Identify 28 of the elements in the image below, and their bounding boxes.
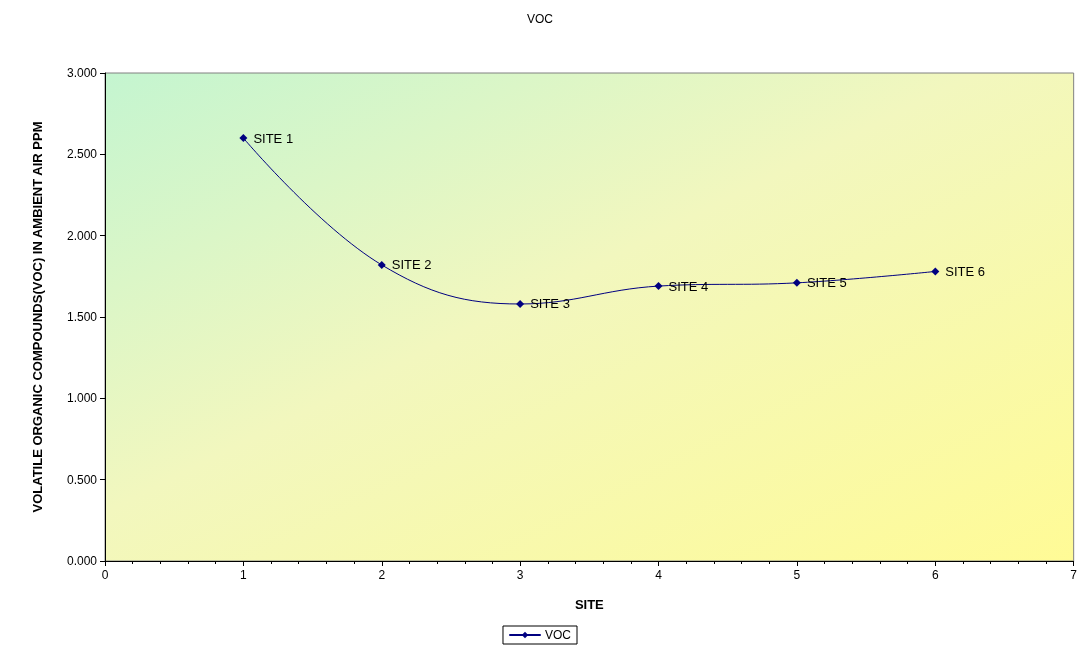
point (377, 260, 386, 269)
x-tick-label: 0 (101, 568, 109, 582)
point (654, 282, 663, 291)
point (792, 278, 801, 287)
y-tick-label: 3.000 (66, 66, 98, 80)
annotation: SITE 2 (391, 257, 432, 273)
x-tick-label: 1 (240, 568, 248, 582)
x-axis-title: SITE (574, 597, 605, 612)
point (931, 267, 940, 276)
x-tick-label: 2 (378, 568, 386, 582)
x-tick-label: 6 (931, 568, 939, 582)
x-tick-label: 7 (1070, 568, 1078, 582)
x-tick-label: 3 (516, 568, 524, 582)
legend-label: VOC (545, 628, 572, 642)
y-axis-title: VOLATILE ORGANIC COMPOUNDS(VOC) IN AMBIENT AIR PPM (30, 121, 45, 513)
y-tick-label: 2.000 (66, 228, 98, 243)
y-tick-label: 0.000 (66, 554, 98, 568)
annotation: SITE 6 (945, 263, 986, 279)
y-tick-label: 2.500 (66, 147, 98, 162)
chart-title: VOC (526, 12, 554, 26)
y-tick-label: 0.500 (66, 472, 98, 487)
y-tick-label: 1.000 (66, 391, 98, 406)
x-tick-label: 4 (655, 568, 663, 582)
point (239, 134, 248, 143)
x-tick-label: 5 (793, 568, 801, 582)
annotation: SITE 1 (253, 130, 294, 146)
point (516, 299, 525, 308)
y-tick-label: 1.500 (66, 310, 98, 324)
